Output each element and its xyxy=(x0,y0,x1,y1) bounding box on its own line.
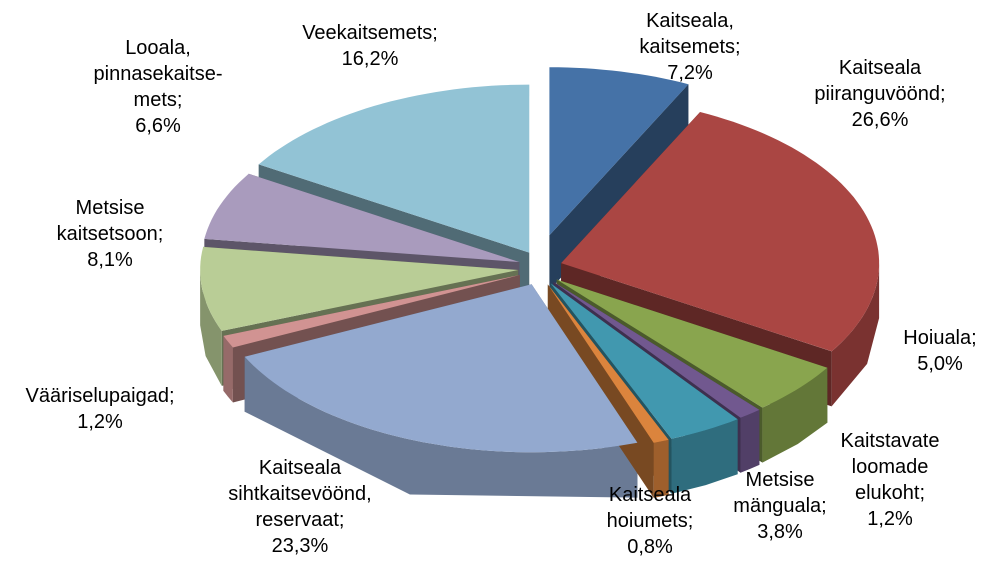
value-label: 1,2% xyxy=(77,411,123,433)
value-label: 16,2% xyxy=(341,48,399,70)
value-label: 3,8% xyxy=(757,521,803,543)
slice xyxy=(223,274,520,348)
slice-wall xyxy=(223,335,233,403)
category-label: Kaitseala sihtkaitsevöönd, reservaat; xyxy=(228,457,372,531)
value-label: 7,2% xyxy=(667,62,713,84)
slice-wall xyxy=(762,367,828,463)
value-label: 26,6% xyxy=(851,109,909,131)
slice-label: Metsise mänguala; 3,8% xyxy=(733,467,826,545)
slice-label: Vääriselupaigad; 1,2% xyxy=(26,383,175,435)
slice-wall xyxy=(831,263,880,407)
category-label: Vääriselupaigad; xyxy=(25,385,175,407)
slice-wall xyxy=(740,409,760,473)
slice-label: Hoiuala; 5,0% xyxy=(903,325,976,377)
slice-label: Kaitseala, kaitsemets; 7,2% xyxy=(639,8,740,86)
value-label: 1,2% xyxy=(867,508,913,530)
category-label: Veekaitsemets; xyxy=(302,22,438,44)
slice-wall xyxy=(653,439,669,498)
slice xyxy=(553,281,760,418)
slice-wall xyxy=(671,419,738,494)
slice-label: Kaitseala piiranguvöönd; 26,6% xyxy=(814,55,945,133)
slice xyxy=(200,246,519,331)
slice xyxy=(556,279,828,408)
value-label: 0,8% xyxy=(627,536,673,558)
slice xyxy=(561,112,880,352)
slice-wall xyxy=(200,270,222,386)
category-label: Hoiuala; xyxy=(903,327,977,349)
category-label: Kaitseala hoiumets; xyxy=(606,484,694,532)
slice-label: Kaitseala sihtkaitsevöönd, reservaat; 23,… xyxy=(228,455,371,559)
category-label: Metsise mänguala; xyxy=(733,469,827,517)
slice xyxy=(244,284,638,453)
slice xyxy=(549,67,689,236)
slice-label: Veekaitsemets; 16,2% xyxy=(302,20,438,72)
slice xyxy=(547,284,669,443)
slice-label: Looala, pinnasekaitse- mets; 6,6% xyxy=(94,35,223,139)
slice xyxy=(550,283,738,439)
category-label: Kaitstavate loomade elukoht; xyxy=(840,430,940,504)
value-label: 23,3% xyxy=(271,535,329,557)
category-label: Metsise kaitsetsoon; xyxy=(56,197,164,245)
slice-label: Kaitstavate loomade elukoht; 1,2% xyxy=(841,428,940,532)
slice-label: Kaitseala hoiumets; 0,8% xyxy=(607,482,694,560)
category-label: Kaitseala piiranguvöönd; xyxy=(814,57,946,105)
slice-wall xyxy=(244,356,638,498)
value-label: 5,0% xyxy=(917,353,963,375)
value-label: 8,1% xyxy=(87,249,133,271)
category-label: Kaitseala, kaitsemets; xyxy=(639,10,741,58)
slice xyxy=(204,173,520,263)
category-label: Looala, pinnasekaitse- mets; xyxy=(93,37,223,111)
slice-label: Metsise kaitsetsoon; 8,1% xyxy=(57,195,164,273)
value-label: 6,6% xyxy=(135,115,181,137)
slice xyxy=(258,84,530,253)
